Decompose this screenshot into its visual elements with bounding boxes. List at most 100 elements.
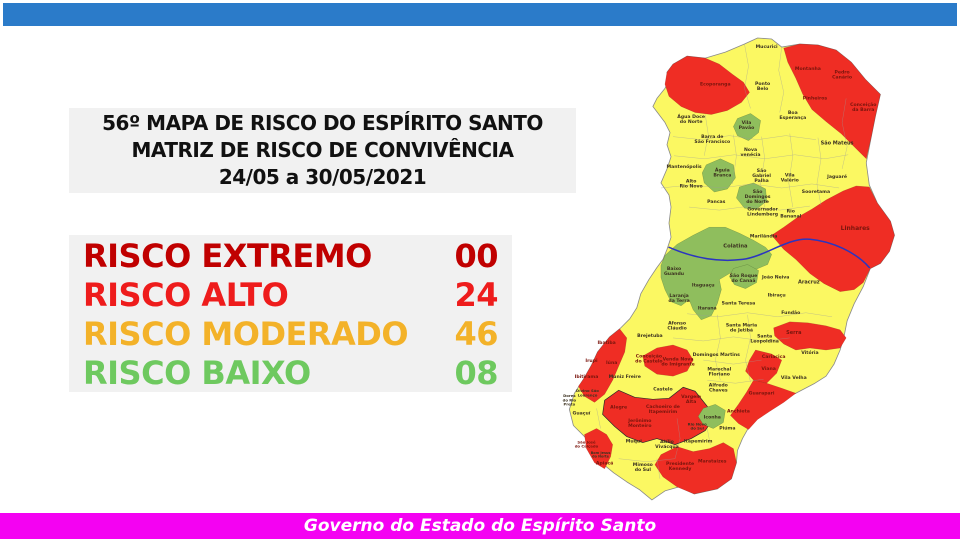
municipality-label: Águia Branca [713, 166, 731, 178]
municipality-label: Itapemirim [684, 439, 713, 445]
risk-label-alto: RISCO ALTO [83, 276, 289, 315]
municipality-label: Ibitirama [575, 374, 599, 380]
risk-label-baixo: RISCO BAIXO [83, 353, 311, 392]
region-colatina-guandu [660, 227, 772, 321]
municipality-label: Linhares [841, 225, 871, 232]
municipality-labels: Mucurici Montanha Pedro Canário Ecoporanga Po… [563, 44, 877, 473]
municipality-label: São Mateus [821, 141, 854, 147]
region-northeast [783, 43, 881, 159]
municipality-label: Brejetuba [637, 333, 663, 339]
municipality-label: Água Doce do Norte [677, 113, 705, 125]
municipality-label: Santa Teresa [722, 301, 756, 307]
municipality-label: Santa Maria de Jetibá [726, 322, 757, 333]
region-caparao-west [578, 328, 627, 403]
municipal-borders [596, 44, 849, 479]
region-conceicao-vendanova [642, 344, 694, 377]
municipality-label: Marilândia [750, 232, 778, 239]
region-sao-domingos [736, 182, 767, 210]
municipality-label: Marataízes [698, 458, 727, 465]
municipality-label: Alegre [610, 404, 627, 410]
footer-text: Governo do Estado do Espírito Santo [303, 516, 657, 536]
municipality-label: Mucurici [756, 44, 778, 50]
municipality-label: Cariacica [762, 354, 786, 360]
municipality-label: São Domingos do Norte [745, 189, 771, 205]
municipality-label: São Roque do Canaã [730, 273, 758, 284]
municipality-label: Atílio Vivácqua [655, 438, 679, 450]
municipality-label: Cachoeiro de Itapemirim [646, 404, 680, 415]
risk-row-baixo: RISCO BAIXO 08 [83, 354, 498, 392]
municipality-label: Viana [761, 366, 776, 372]
municipality-label: Venda Nova do Imigrante [661, 357, 694, 368]
municipality-label: Guarapari [749, 390, 775, 396]
municipality-label: São Gabriel Palha [752, 168, 771, 184]
municipality-label: Sooretama [802, 189, 830, 195]
risk-alto-regions [578, 43, 895, 495]
region-sao-roque [729, 264, 759, 289]
risk-count-alto: 24 [454, 276, 498, 315]
title-line-2: MATRIZ DE RISCO DE CONVIVÊNCIA [131, 138, 514, 162]
risk-count-baixo: 08 [454, 353, 498, 392]
municipality-label: Barra de São Francisco [694, 134, 730, 145]
rio-doce-river [668, 238, 871, 269]
municipality-label: Apiacá [596, 460, 613, 467]
municipality-label: Governador Lindemberg [747, 207, 778, 218]
region-ecoporanga [664, 55, 750, 115]
municipality-label: Marechal Floriano [707, 367, 731, 378]
municipality-label: Iconha [704, 414, 721, 420]
title-box: 56º MAPA DE RISCO DO ESPÍRITO SANTO MATR… [69, 108, 576, 193]
footer-bar: Governo do Estado do Espírito Santo [0, 513, 960, 539]
municipality-label: Rio Bananal [780, 209, 801, 220]
municipality-label: Vila Pavão [739, 120, 755, 131]
municipality-label: Itaguaçu [692, 283, 715, 289]
municipality-label: Alto Rio Novo [680, 178, 703, 189]
municipality-label: Baixo Guandu [664, 266, 684, 277]
region-kennedy-marataizes [654, 442, 737, 495]
municipality-label: Boa Esperança [779, 110, 806, 121]
risk-count-extremo: 00 [454, 237, 498, 276]
municipality-label: Mimoso do Sul [633, 462, 653, 473]
risk-row-alto: RISCO ALTO 24 [83, 276, 498, 314]
municipality-label: Conceição da Barra [850, 102, 876, 113]
municipality-label: Vitória [801, 349, 818, 356]
region-guarapari-anchieta [730, 379, 797, 430]
municipality-label: Ibatiba [597, 340, 615, 346]
municipality-label: Castelo [653, 386, 672, 392]
municipality-label: Guaçuí [573, 409, 591, 416]
risk-baixo-regions [660, 113, 772, 429]
municipality-label: Colatina [723, 243, 748, 249]
municipality-label: Ibiraçu [768, 293, 786, 299]
municipality-label: Presidente Kennedy [666, 461, 694, 472]
es-state-map-svg: Mucurici Montanha Pedro Canário Ecoporanga Po… [563, 37, 895, 501]
municipality-label: Aracruz [798, 280, 820, 286]
municipality-label: Anchieta [727, 408, 750, 414]
municipality-label: Pinheiros [803, 95, 828, 101]
municipality-label: Jerônimo Monteiro [627, 417, 651, 429]
title-line-3: 24/05 a 30/05/2021 [218, 165, 427, 189]
risk-row-extremo: RISCO EXTREMO 00 [83, 237, 498, 275]
municipality-label: Laranja da Terra [668, 293, 689, 304]
region-aguia-branca [702, 158, 736, 193]
municipality-label: Rio Novo do Sul [688, 421, 707, 430]
risk-label-extremo: RISCO EXTREMO [83, 237, 372, 276]
municipality-label: Alfredo Chaves [709, 383, 728, 394]
municipality-label: Bom Jesus do Norte [591, 451, 611, 459]
municipality-label: Mantenópolis [667, 163, 702, 170]
municipality-label: Santa Leopoldina [750, 333, 779, 344]
municipality-label: Domingos Martins [693, 352, 741, 358]
region-calcado-apiaca [584, 428, 613, 469]
title-line-1: 56º MAPA DE RISCO DO ESPÍRITO SANTO [102, 111, 543, 135]
es-state-risk-map: Mucurici Montanha Pedro Canário Ecoporanga Po… [556, 36, 936, 506]
municipality-label: Muqui [626, 439, 642, 445]
municipality-label: Serra [786, 330, 801, 336]
municipality-label: Iúna [606, 359, 617, 366]
municipality-label: Divino São Lourenço [576, 388, 599, 397]
municipality-label: Itarana [698, 306, 717, 312]
region-vila-pavao [733, 113, 761, 141]
municipality-label: Nova venécia [741, 147, 761, 158]
municipality-label: São José do Calçado [575, 440, 599, 449]
region-iconha [697, 404, 726, 429]
municipality-label: Montanha [795, 66, 821, 72]
municipality-label: Pancas [707, 199, 725, 205]
municipality-label: Vargem Alta [681, 394, 701, 405]
municipality-label: Ponto Belo [755, 81, 770, 92]
